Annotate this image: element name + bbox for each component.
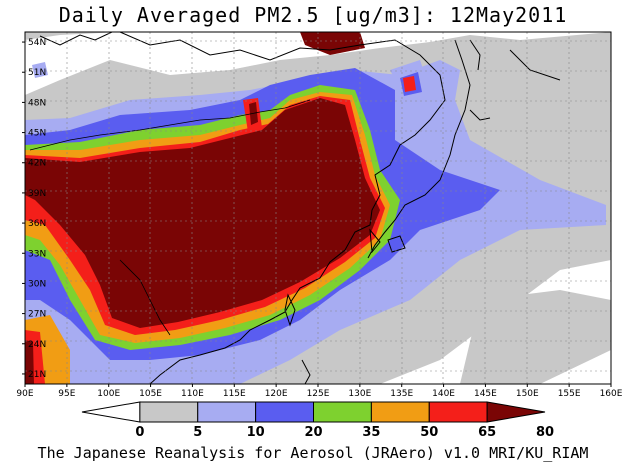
lat-tick-label: 54N [28, 38, 46, 48]
colorbar-label: 0 [135, 425, 144, 440]
lat-tick-label: 30N [28, 279, 46, 289]
lat-tick-label: 48N [28, 98, 46, 108]
colorbar: 0 5 10 20 35 50 65 80 [81, 401, 554, 440]
colorbar-label: 10 [247, 425, 265, 440]
colorbar-label: 5 [193, 425, 202, 440]
colorbar-segment [428, 401, 488, 423]
concentration-band-80-plus [25, 340, 34, 384]
lat-tick-label: 42N [28, 159, 46, 169]
lat-tick-label: 21N [28, 370, 46, 380]
lat-tick-label: 39N [28, 189, 46, 199]
lat-tick-label: 45N [28, 129, 46, 139]
longitude-labels: 90E 95E 100E 105E 110E 115E 120E 125E 130E 135E 14… [16, 384, 623, 399]
lon-tick-label: 120E [265, 389, 288, 399]
colorbar-segment [197, 401, 257, 423]
lon-tick-label: 145E [474, 389, 497, 399]
lon-tick-label: 90E [16, 389, 33, 399]
colorbar-segment [255, 401, 314, 423]
colorbar-segment [313, 401, 372, 423]
colorbar-segment [370, 401, 430, 423]
lon-tick-label: 130E [348, 389, 371, 399]
lon-tick-label: 150E [516, 389, 539, 399]
lat-tick-label: 51N [28, 68, 46, 78]
lon-tick-label: 155E [558, 389, 581, 399]
lon-tick-label: 125E [307, 389, 330, 399]
colorbar-label: 80 [536, 425, 554, 440]
lat-tick-label: 27N [28, 310, 46, 320]
lon-tick-label: 100E [97, 389, 120, 399]
credit-line: The Japanese Reanalysis for Aerosol (JRA… [37, 444, 589, 462]
lat-tick-label: 33N [28, 249, 46, 259]
coastlines [39, 32, 561, 384]
lon-tick-label: 115E [223, 389, 246, 399]
colorbar-label: 65 [478, 425, 496, 440]
chart-title: Daily Averaged PM2.5 [ug/m3]: 12May2011 [58, 3, 568, 27]
lon-tick-label: 105E [139, 389, 162, 399]
colorbar-label: 20 [304, 425, 322, 440]
colorbar-label: 35 [362, 425, 380, 440]
lat-tick-label: 36N [28, 219, 46, 229]
colorbar-segment [81, 401, 141, 423]
colorbar-segment [139, 401, 199, 423]
colorbar-label: 50 [420, 425, 438, 440]
colorbar-segment [486, 401, 546, 423]
lon-tick-label: 110E [181, 389, 204, 399]
lon-tick-label: 135E [390, 389, 413, 399]
lon-tick-label: 160E [600, 389, 623, 399]
lon-tick-label: 140E [432, 389, 455, 399]
borders [29, 99, 311, 336]
concentration-band-80-plus [25, 98, 380, 328]
latitude-labels: 54N 51N 48N 45N 42N 39N 36N 33N 30N 27N 24N 21N [22, 38, 46, 380]
lon-tick-label: 95E [58, 389, 75, 399]
gridlines [25, 32, 611, 384]
lat-tick-label: 24N [28, 340, 46, 350]
concentration-band-10-20 [32, 62, 48, 78]
concentration-band-65-80 [403, 76, 416, 92]
